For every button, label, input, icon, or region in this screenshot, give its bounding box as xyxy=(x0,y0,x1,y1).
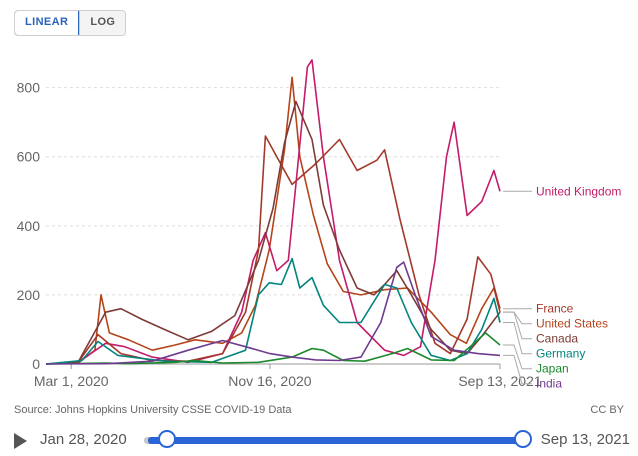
play-icon[interactable] xyxy=(14,433,27,449)
x-tick-label: Mar 1, 2020 xyxy=(34,373,109,389)
timeline-track[interactable] xyxy=(148,437,526,444)
line-chart: 0 200 400 600 800 Mar 1, 2020 Nov 16, 2020 Sep … xyxy=(17,59,621,391)
series-line-united-states xyxy=(45,76,501,365)
log-scale-button[interactable]: LOG xyxy=(79,11,126,35)
legend-connector xyxy=(503,322,532,355)
series-line-united-kingdom xyxy=(45,59,501,365)
timeline-control: Jan 28, 2020 Sep 13, 2021 xyxy=(0,426,638,456)
x-tick-label: Sep 13, 2021 xyxy=(458,373,542,389)
source-note[interactable]: Source: Johns Hopkins University CSSE CO… xyxy=(14,404,292,416)
legend-label: Japan xyxy=(536,362,569,376)
y-tick-label: 400 xyxy=(17,218,41,234)
legend-connector xyxy=(503,354,532,385)
y-tick-label: 0 xyxy=(32,356,40,372)
legend-label: India xyxy=(536,377,562,391)
legend-label: Canada xyxy=(536,332,578,346)
y-tick-label: 200 xyxy=(17,287,41,303)
series-line-canada xyxy=(45,100,501,365)
series-line-india xyxy=(45,261,501,365)
timeline-end-date: Sep 13, 2021 xyxy=(540,431,630,448)
linear-scale-button[interactable]: LINEAR xyxy=(15,11,80,35)
y-tick-label: 800 xyxy=(17,80,41,96)
timeline-start-handle[interactable] xyxy=(158,430,176,448)
scale-toggle: LINEAR LOG xyxy=(14,10,127,36)
y-tick-label: 600 xyxy=(17,149,41,165)
timeline-start-date: Jan 28, 2020 xyxy=(40,431,127,448)
legend-label: United Kingdom xyxy=(536,184,621,198)
legend-label: France xyxy=(536,302,574,316)
timeline-end-handle[interactable] xyxy=(514,430,532,448)
legend-connector xyxy=(503,344,532,370)
license-link[interactable]: CC BY xyxy=(590,404,624,416)
series-line-japan xyxy=(45,332,501,365)
legend-connector xyxy=(503,311,532,325)
legend-label: Germany xyxy=(536,347,585,361)
legend-label: United States xyxy=(536,317,608,331)
x-tick-label: Nov 16, 2020 xyxy=(228,373,311,389)
legend-connector xyxy=(503,311,532,340)
